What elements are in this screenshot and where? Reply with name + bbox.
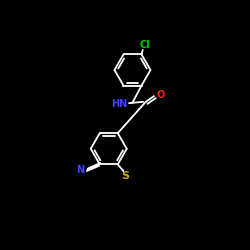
Text: HN: HN [112, 99, 128, 109]
Text: S: S [121, 170, 129, 180]
Text: Cl: Cl [139, 40, 150, 50]
Text: O: O [156, 90, 165, 100]
Text: N: N [76, 165, 84, 175]
